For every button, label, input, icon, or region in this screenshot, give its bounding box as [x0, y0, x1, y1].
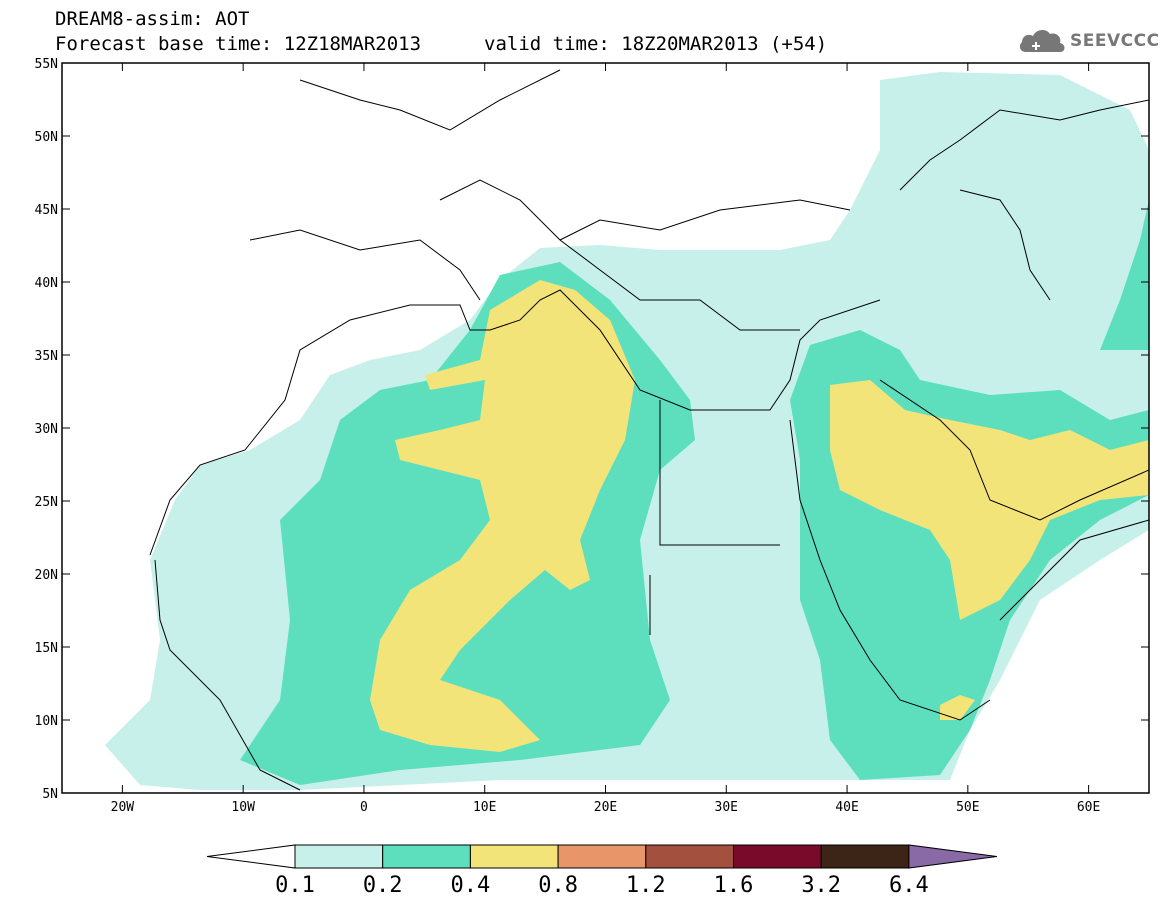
lat-tick-label: 40N	[35, 276, 58, 291]
lat-tick-label: 15N	[35, 641, 58, 656]
forecast-base-time: Forecast base time: 12Z18MAR2013	[55, 33, 422, 55]
aot-contour-high-sahara	[370, 280, 635, 752]
lon-tick-label: 0	[360, 800, 368, 815]
lon-tick-label: 40E	[835, 800, 858, 815]
lat-tick-label: 25N	[35, 495, 58, 510]
lat-tick-label: 35N	[35, 349, 58, 364]
cloud-logo-icon	[1019, 30, 1065, 52]
lat-tick-label: 50N	[35, 130, 58, 145]
lon-tick-label: 60E	[1077, 800, 1100, 815]
lat-tick-label: 55N	[35, 57, 58, 72]
lon-tick-label: 20E	[594, 800, 617, 815]
lon-tick-label: 10W	[231, 800, 255, 815]
map-title: DREAM8-assim: AOT	[55, 8, 250, 30]
coastline-overlay	[149, 69, 1149, 791]
lon-tick-label: 20W	[111, 800, 135, 815]
lat-tick-label: 45N	[35, 203, 58, 218]
lon-tick-label: 50E	[956, 800, 979, 815]
valid-time: valid time: 18Z20MAR2013 (+54)	[484, 33, 828, 55]
lat-tick-label: 10N	[35, 714, 58, 729]
lat-tick-label: 5N	[42, 787, 58, 802]
lat-tick-label: 20N	[35, 568, 58, 583]
logo-text: SEEVCCC	[1070, 31, 1160, 51]
lat-tick-label: 30N	[35, 422, 58, 437]
lon-axis: 20W 10W 0 10E 20E 30E 40E 50E 60E	[111, 63, 1100, 815]
lon-tick-label: 10E	[473, 800, 496, 815]
lon-tick-label: 30E	[715, 800, 738, 815]
aot-contour-high-aden	[940, 695, 975, 720]
lat-axis: 55N 50N 45N 40N 35N 30N 25N 20N 15N 10N 5N	[35, 57, 1149, 802]
aot-contour-mid-northeast	[1100, 200, 1149, 350]
